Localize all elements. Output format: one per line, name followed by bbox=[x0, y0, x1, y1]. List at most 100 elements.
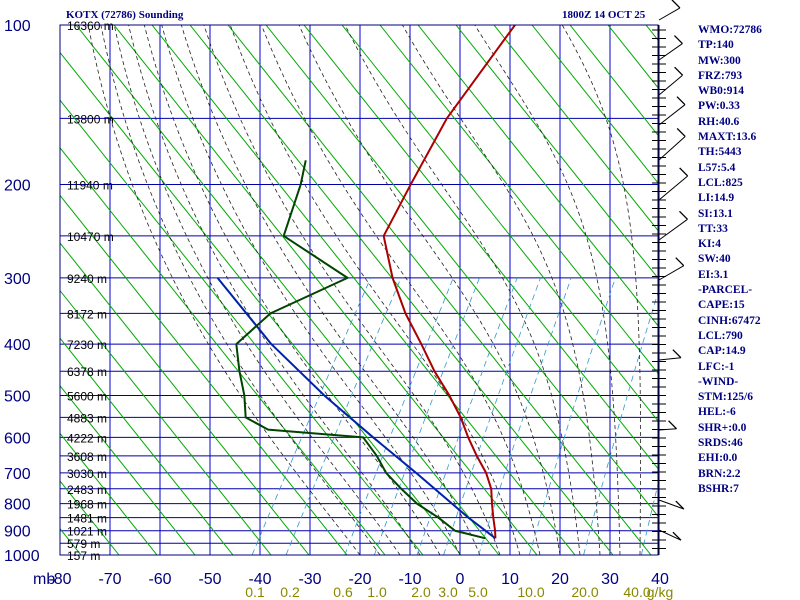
wind-barb-flag bbox=[679, 210, 688, 220]
height-label: 4222 m bbox=[67, 431, 107, 445]
stability-index: WB0:914 bbox=[698, 85, 744, 98]
wind-barb bbox=[658, 357, 681, 361]
wind-barb-flag bbox=[672, 531, 682, 541]
stability-indices-panel: WMO:72786 TP:140 MW:300 FRZ:793 WB0:914 PW:0.… bbox=[698, 23, 800, 497]
height-label: 16360 m bbox=[67, 19, 114, 33]
height-label: 4883 m bbox=[67, 411, 107, 425]
temperature-tick-label: -50 bbox=[198, 571, 221, 588]
stability-index: TH:5443 bbox=[698, 146, 742, 159]
dry-adiabat-line bbox=[455, 25, 658, 279]
pressure-label: 700 bbox=[4, 466, 31, 483]
dry-adiabat-line bbox=[265, 25, 658, 517]
temperature-tick-label: -20 bbox=[348, 571, 371, 588]
mixing-ratio-label: 3.0 bbox=[438, 584, 458, 600]
plot-border bbox=[59, 24, 659, 556]
dry-adiabat-line bbox=[60, 385, 196, 555]
dry-adiabat-line bbox=[75, 25, 500, 555]
dry-adiabat-line bbox=[303, 25, 658, 470]
mixing-ratio-label: g/kg bbox=[647, 584, 673, 600]
wind-barb-flag bbox=[668, 420, 678, 430]
stability-index: -WIND- bbox=[698, 375, 739, 388]
plot-frame bbox=[59, 24, 659, 556]
height-label: 5600 m bbox=[67, 389, 107, 403]
dry-adiabat-line bbox=[60, 337, 234, 555]
height-label: 1021 m bbox=[67, 525, 107, 539]
stability-index: EI:3.1 bbox=[698, 268, 729, 281]
moist-adiabat-line bbox=[402, 25, 601, 555]
wind-barb-flag bbox=[675, 257, 685, 267]
stability-index: L57:5.4 bbox=[698, 161, 736, 174]
dry-adiabat-line bbox=[113, 25, 538, 555]
temperature-trace bbox=[382, 25, 516, 539]
stability-index: MW:300 bbox=[698, 54, 741, 67]
mixing-ratio-line bbox=[583, 291, 658, 555]
stability-index: CAP:14.9 bbox=[698, 345, 746, 358]
dry-adiabat-line bbox=[227, 25, 652, 555]
stability-index: EHI:0.0 bbox=[698, 452, 738, 465]
mixing-ratio-label: 0.1 bbox=[245, 584, 265, 600]
wind-barb bbox=[658, 499, 684, 510]
stability-index: KI:4 bbox=[698, 238, 721, 251]
mixing-ratio-label: 20.0 bbox=[571, 584, 598, 600]
pressure-label: 900 bbox=[4, 524, 31, 541]
height-label: 11940 m bbox=[67, 179, 113, 193]
moist-adiabat-line bbox=[261, 25, 541, 555]
mixing-ratio-label: 10.0 bbox=[517, 584, 544, 600]
mixing-ratio-label: 40.0 bbox=[623, 584, 650, 600]
height-label: 3608 m bbox=[67, 450, 107, 464]
wind-barb bbox=[658, 529, 682, 541]
height-label: 9240 m bbox=[67, 272, 107, 286]
wind-barb bbox=[658, 43, 683, 61]
moist-adiabat-line bbox=[128, 25, 421, 555]
temperature-tick-label: mb bbox=[33, 571, 55, 588]
dry-adiabat-line bbox=[493, 25, 658, 232]
height-label: 579 m bbox=[67, 537, 100, 551]
height-label: 8172 m bbox=[67, 307, 107, 321]
temperature-tick-label: -30 bbox=[298, 571, 321, 588]
pressure-label: 400 bbox=[4, 337, 31, 354]
temperature-tick-label: -80 bbox=[48, 571, 71, 588]
stability-index: STM:125/6 bbox=[698, 391, 753, 404]
temperature-tick-label: 30 bbox=[601, 571, 619, 588]
stability-index: FRZ:793 bbox=[698, 69, 743, 82]
dry-adiabat-line bbox=[60, 242, 310, 555]
wind-barb-flag bbox=[675, 500, 685, 510]
dry-adiabat-line bbox=[189, 25, 614, 555]
stability-index: CINH:67472 bbox=[698, 314, 761, 327]
stability-index: CAPE:15 bbox=[698, 299, 745, 312]
stability-index: RH:40.6 bbox=[698, 115, 740, 128]
moist-adiabat-line bbox=[203, 25, 501, 555]
temperature-tick-label: 10 bbox=[501, 571, 519, 588]
stability-index: SHR+:0.0 bbox=[698, 421, 747, 434]
parcel-trace bbox=[216, 277, 497, 540]
wind-barb bbox=[658, 218, 688, 241]
height-label: 3030 m bbox=[67, 467, 107, 481]
moist-adiabat-line bbox=[87, 25, 361, 555]
mixing-ratio-label: 1.0 bbox=[367, 584, 387, 600]
mixing-ratio-label: 2.0 bbox=[411, 584, 431, 600]
dry-adiabat-line bbox=[60, 146, 386, 555]
wind-barb-flag bbox=[679, 167, 689, 177]
mixing-ratio-line bbox=[344, 277, 454, 555]
mixing-ratio-line bbox=[416, 277, 518, 555]
stability-index: -PARCEL- bbox=[698, 284, 753, 297]
mixing-ratio-label: 5.0 bbox=[468, 584, 488, 600]
mixing-ratio-line bbox=[285, 277, 402, 555]
mixing-ratio-line bbox=[478, 277, 572, 555]
wind-barb-flag bbox=[674, 66, 684, 76]
temperature-tick-label: -70 bbox=[98, 571, 121, 588]
pressure-label: 100 bbox=[4, 18, 31, 35]
mixing-ratio-line bbox=[251, 277, 372, 555]
wind-barb-flag bbox=[671, 0, 681, 9]
pressure-label: 300 bbox=[4, 271, 31, 288]
height-label: 6378 m bbox=[67, 365, 107, 379]
stability-index: LCL:825 bbox=[698, 176, 743, 189]
wind-barb bbox=[658, 104, 686, 126]
dry-adiabat-line bbox=[60, 194, 348, 555]
stability-index: MAXT:13.6 bbox=[698, 131, 757, 144]
grid-lines bbox=[60, 25, 658, 555]
wind-barb bbox=[658, 136, 686, 161]
wind-barb-flag bbox=[676, 96, 686, 106]
